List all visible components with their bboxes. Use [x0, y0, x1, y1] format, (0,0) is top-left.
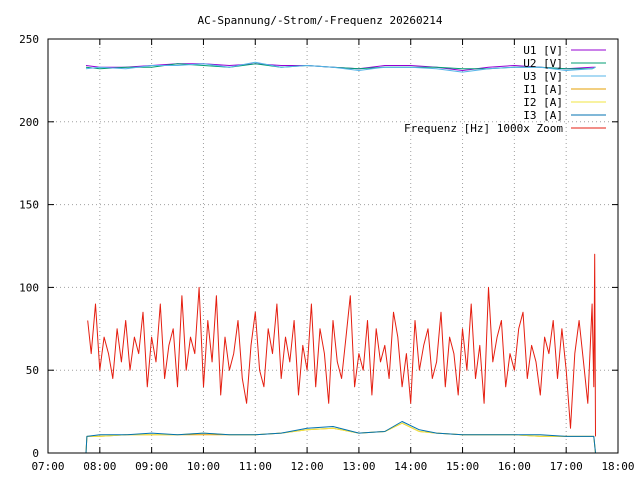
x-tick-label: 12:00 [291, 460, 324, 473]
legend-label: U2 [V] [523, 57, 563, 70]
y-tick-label: 50 [26, 364, 39, 377]
y-tick-label: 100 [19, 281, 39, 294]
y-tick-label: 200 [19, 116, 39, 129]
legend-label: Frequenz [Hz] 1000x Zoom [404, 122, 563, 135]
x-tick-label: 14:00 [394, 460, 427, 473]
series-line [85, 421, 596, 454]
series-line [87, 253, 596, 437]
x-tick-label: 15:00 [446, 460, 479, 473]
legend-label: I2 [A] [523, 96, 563, 109]
x-tick-label: 08:00 [83, 460, 116, 473]
x-tick-label: 18:00 [601, 460, 634, 473]
series-line [85, 422, 596, 454]
legend: U1 [V]U2 [V]U3 [V]I1 [A]I2 [A]I3 [A]Freq… [404, 44, 606, 135]
x-tick-label: 11:00 [239, 460, 272, 473]
x-tick-label: 10:00 [187, 460, 220, 473]
legend-label: U1 [V] [523, 44, 563, 57]
series-line [85, 422, 596, 454]
x-tick-label: 17:00 [550, 460, 583, 473]
x-tick-label: 09:00 [135, 460, 168, 473]
legend-label: I3 [A] [523, 109, 563, 122]
plot-frame [47, 38, 619, 454]
y-axis: 0 50 100 150 200 250 [19, 33, 618, 460]
x-tick-label: 13:00 [342, 460, 375, 473]
legend-label: I1 [A] [523, 83, 563, 96]
y-tick-label: 150 [19, 199, 39, 212]
x-tick-label: 07:00 [31, 460, 64, 473]
legend-label: U3 [V] [523, 70, 563, 83]
chart-title: AC-Spannung/-Strom/-Frequenz 20260214 [197, 14, 442, 27]
x-axis: 07:00 08:00 09:00 10:00 11:00 12:00 13:00 14:00… [31, 39, 635, 473]
series-line [85, 61, 596, 73]
y-tick-label: 250 [19, 33, 39, 46]
x-tick-label: 16:00 [498, 460, 531, 473]
y-tick-label: 0 [32, 447, 39, 460]
plot-area [85, 61, 596, 454]
